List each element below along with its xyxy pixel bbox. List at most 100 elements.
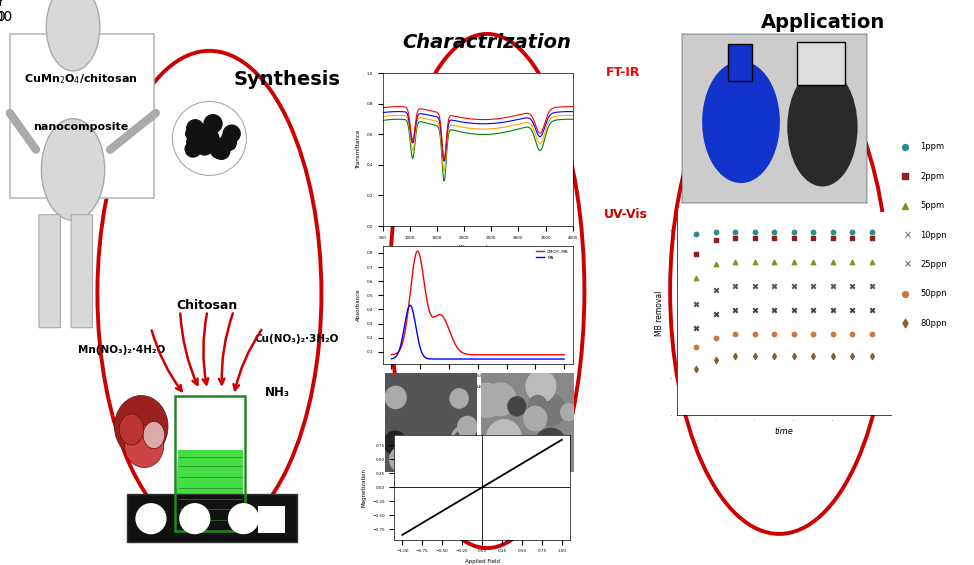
Circle shape bbox=[529, 396, 547, 415]
Text: Mn(NO₃)₂·4H₂O: Mn(NO₃)₂·4H₂O bbox=[78, 345, 166, 355]
Ellipse shape bbox=[46, 0, 99, 71]
Text: 2ppm: 2ppm bbox=[920, 172, 945, 181]
Point bbox=[897, 201, 913, 210]
Circle shape bbox=[526, 370, 556, 402]
2ppm bbox=[728, 233, 743, 242]
Line: CMO/C-MB: CMO/C-MB bbox=[392, 251, 564, 355]
Text: nanocomposite: nanocomposite bbox=[33, 122, 129, 132]
Text: vsm: vsm bbox=[401, 481, 427, 491]
X-axis label: Wavenumber: Wavenumber bbox=[460, 384, 496, 389]
Circle shape bbox=[205, 134, 215, 144]
X-axis label: time: time bbox=[774, 427, 794, 436]
CMO/C-MB bbox=[386, 351, 397, 358]
10ppn bbox=[689, 300, 704, 309]
1ppm bbox=[786, 228, 802, 237]
Circle shape bbox=[189, 121, 202, 134]
Circle shape bbox=[186, 128, 199, 140]
80ppn bbox=[786, 351, 802, 360]
Circle shape bbox=[486, 420, 521, 457]
25ppn bbox=[844, 305, 860, 314]
Circle shape bbox=[218, 145, 225, 151]
Circle shape bbox=[452, 427, 471, 448]
Circle shape bbox=[524, 406, 546, 431]
Circle shape bbox=[485, 383, 516, 416]
Circle shape bbox=[205, 134, 214, 145]
Circle shape bbox=[135, 503, 167, 534]
Circle shape bbox=[204, 123, 210, 130]
1ppm bbox=[689, 229, 704, 238]
50ppn bbox=[805, 329, 821, 338]
5ppm bbox=[844, 257, 860, 266]
Circle shape bbox=[196, 134, 203, 141]
Text: UV-Vis: UV-Vis bbox=[604, 207, 649, 220]
Circle shape bbox=[453, 429, 480, 458]
50ppn bbox=[747, 329, 763, 338]
1ppm bbox=[767, 228, 782, 237]
Legend: CMO/C-MB, MA: CMO/C-MB, MA bbox=[534, 248, 571, 261]
10ppn bbox=[747, 281, 763, 290]
5ppm bbox=[805, 257, 821, 266]
Point bbox=[897, 289, 913, 298]
Circle shape bbox=[179, 503, 210, 534]
25ppn bbox=[708, 309, 724, 318]
5ppm bbox=[825, 257, 841, 266]
2ppm bbox=[767, 233, 782, 242]
Circle shape bbox=[405, 377, 422, 394]
CMO/C-MB bbox=[492, 351, 504, 358]
Y-axis label: MB removal: MB removal bbox=[655, 291, 664, 336]
Circle shape bbox=[386, 386, 406, 408]
MA bbox=[404, 302, 416, 308]
Circle shape bbox=[199, 135, 211, 149]
Line: MA: MA bbox=[392, 305, 564, 359]
FancyBboxPatch shape bbox=[797, 42, 844, 85]
Circle shape bbox=[508, 397, 526, 416]
Circle shape bbox=[535, 428, 567, 463]
Polygon shape bbox=[175, 450, 243, 525]
Circle shape bbox=[196, 137, 213, 155]
5ppm bbox=[864, 257, 880, 266]
Circle shape bbox=[196, 133, 210, 147]
5ppm bbox=[689, 274, 704, 283]
Circle shape bbox=[419, 431, 435, 449]
5ppm bbox=[747, 257, 763, 266]
FancyBboxPatch shape bbox=[127, 494, 297, 542]
Circle shape bbox=[222, 136, 236, 150]
2ppm bbox=[825, 233, 841, 242]
CMO/C-MB bbox=[386, 351, 397, 358]
25ppn bbox=[805, 305, 821, 314]
Y-axis label: Transmittance: Transmittance bbox=[356, 130, 361, 170]
Circle shape bbox=[188, 127, 195, 133]
Circle shape bbox=[224, 133, 233, 142]
Point bbox=[897, 319, 913, 328]
Circle shape bbox=[385, 431, 406, 455]
Circle shape bbox=[207, 131, 216, 140]
FancyBboxPatch shape bbox=[258, 506, 285, 533]
Circle shape bbox=[185, 141, 201, 157]
FancyBboxPatch shape bbox=[39, 215, 60, 328]
Circle shape bbox=[202, 137, 217, 153]
80ppn bbox=[805, 351, 821, 360]
Text: 80ppn: 80ppn bbox=[920, 319, 947, 328]
50ppn bbox=[689, 342, 704, 351]
X-axis label: Wavenumber: Wavenumber bbox=[460, 245, 496, 250]
25ppn bbox=[825, 305, 841, 314]
Circle shape bbox=[470, 383, 503, 418]
Text: CuMn$_2$O$_4$/chitosan: CuMn$_2$O$_4$/chitosan bbox=[24, 72, 137, 86]
Circle shape bbox=[172, 101, 246, 176]
10ppn bbox=[767, 281, 782, 290]
Circle shape bbox=[203, 133, 210, 141]
Text: Application: Application bbox=[761, 13, 885, 32]
25ppn bbox=[747, 305, 763, 314]
80ppn bbox=[728, 351, 743, 360]
Text: Charactrization: Charactrization bbox=[402, 33, 572, 52]
Circle shape bbox=[437, 417, 453, 433]
MA bbox=[455, 355, 467, 362]
10ppn bbox=[728, 281, 743, 290]
2ppm bbox=[844, 233, 860, 242]
Text: 5ppm: 5ppm bbox=[920, 201, 945, 210]
CMO/C-MB bbox=[532, 351, 543, 358]
80ppn bbox=[689, 364, 704, 373]
25ppn bbox=[728, 305, 743, 314]
80ppn bbox=[708, 355, 724, 364]
Ellipse shape bbox=[143, 421, 165, 449]
